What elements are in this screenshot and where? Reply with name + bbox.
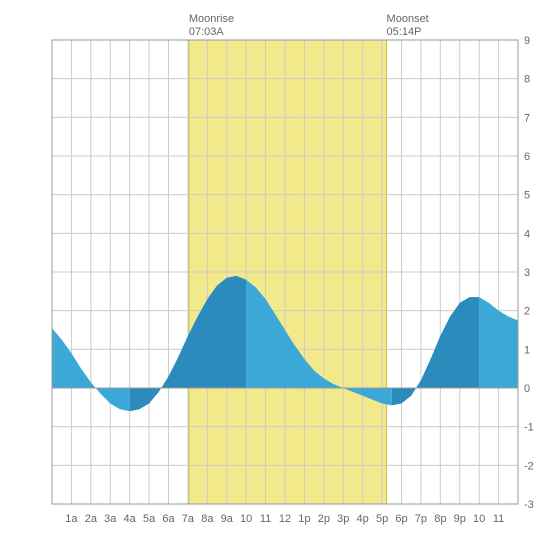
x-tick-label: 2p (318, 513, 330, 525)
x-tick-label: 11 (260, 513, 271, 525)
moonrise-time: 07:03A (189, 26, 225, 38)
x-tick-label: 9a (221, 513, 234, 525)
x-tick-label: 7a (182, 513, 195, 525)
x-tick-label: 4p (357, 513, 369, 525)
y-tick-label: 0 (524, 383, 530, 395)
moonrise-label: Moonrise (189, 13, 234, 25)
y-tick-label: -1 (524, 422, 534, 434)
tide-chart: -3-2-101234567891a2a3a4a5a6a7a8a9a101112… (10, 10, 540, 540)
x-tick-label: 12 (279, 513, 291, 525)
y-tick-label: 2 (524, 306, 530, 318)
y-tick-label: 3 (524, 267, 530, 279)
x-tick-label: 5p (376, 513, 388, 525)
x-tick-label: 6p (395, 513, 407, 525)
x-tick-label: 7p (415, 513, 427, 525)
y-tick-label: 8 (524, 74, 530, 86)
x-tick-label: 3a (104, 513, 117, 525)
x-tick-label: 10 (473, 513, 485, 525)
chart-svg: -3-2-101234567891a2a3a4a5a6a7a8a9a101112… (10, 10, 540, 540)
y-tick-label: 9 (524, 35, 530, 47)
x-tick-label: 8a (201, 513, 214, 525)
x-tick-label: 8p (434, 513, 446, 525)
x-tick-label: 4a (124, 513, 137, 525)
x-tick-label: 2a (85, 513, 98, 525)
x-tick-label: 11 (493, 513, 504, 525)
y-tick-label: 6 (524, 151, 530, 163)
x-tick-label: 9p (454, 513, 466, 525)
y-tick-label: 1 (524, 344, 530, 356)
x-tick-label: 1p (298, 513, 310, 525)
moonset-label: Moonset (387, 13, 429, 25)
x-tick-label: 3p (337, 513, 349, 525)
y-tick-label: -3 (524, 499, 534, 511)
y-tick-label: -2 (524, 460, 534, 472)
x-tick-label: 6a (162, 513, 175, 525)
x-tick-label: 10 (240, 513, 252, 525)
moonset-time: 05:14P (387, 26, 422, 38)
y-tick-label: 5 (524, 190, 530, 202)
x-tick-label: 5a (143, 513, 156, 525)
y-tick-label: 7 (524, 112, 530, 124)
x-tick-label: 1a (65, 513, 78, 525)
y-tick-label: 4 (524, 228, 530, 240)
